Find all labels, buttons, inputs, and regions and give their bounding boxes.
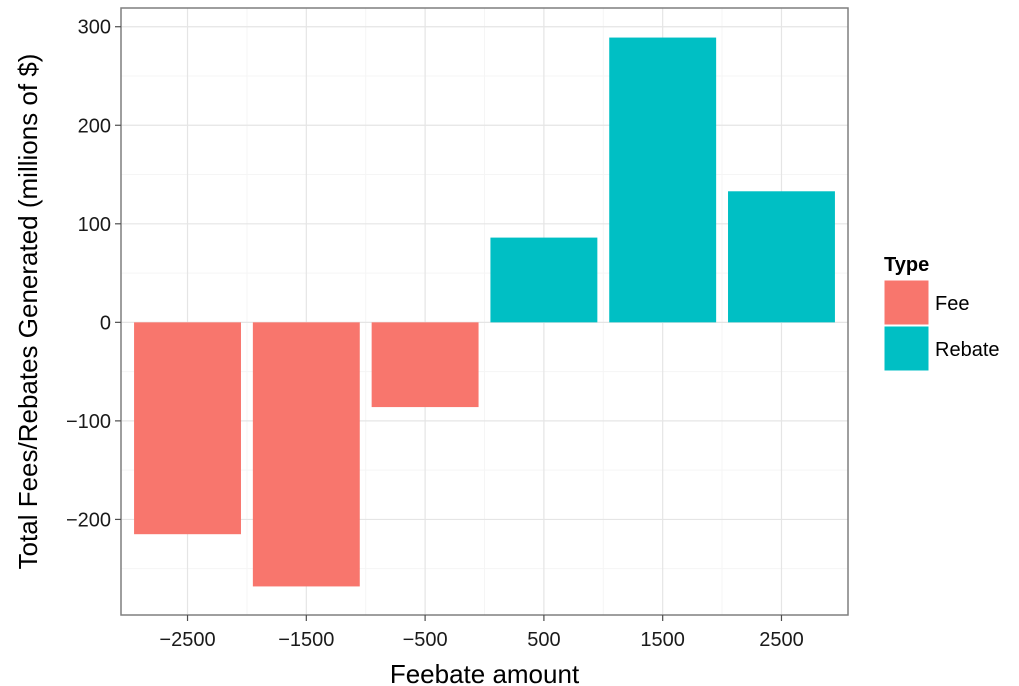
x-axis-title: Feebate amount [390, 659, 580, 686]
bar-rebate-3 [490, 237, 598, 323]
legend: Type Fee Rebate [883, 254, 1000, 372]
y-tick-label: −100 [66, 411, 111, 433]
legend-key-rebate [883, 325, 930, 372]
legend-item-rebate: Rebate [883, 325, 1000, 372]
legend-label-fee: Fee [935, 293, 969, 315]
bars [134, 37, 835, 587]
bar-fee-1 [252, 322, 360, 587]
x-tick-label: −2500 [159, 629, 215, 651]
y-tick-label: −200 [66, 509, 111, 531]
y-tick-label: 300 [78, 17, 111, 39]
x-tick-label: 500 [527, 629, 560, 651]
bar-fee-0 [134, 322, 241, 535]
y-tick-label: 100 [78, 214, 111, 236]
bar-rebate-5 [728, 191, 835, 323]
legend-label-rebate: Rebate [935, 339, 1000, 361]
plot-border [120, 7, 849, 616]
x-tick-label: 1500 [640, 629, 685, 651]
x-axis: −2500 −1500 −500 500 1500 2500 [159, 615, 804, 651]
legend-title: Type [884, 254, 929, 276]
x-tick-label: −500 [403, 629, 448, 651]
y-tick-label: 0 [100, 312, 111, 334]
y-tick-label: 200 [78, 115, 111, 137]
y-axis: −200 −100 0 100 200 300 [66, 17, 121, 531]
x-tick-label: 2500 [759, 629, 804, 651]
x-tick-label: −1500 [278, 629, 334, 651]
bar-rebate-4 [609, 37, 717, 323]
legend-item-fee: Fee [883, 279, 969, 326]
y-axis-title: Total Fees/Rebates Generated (millions o… [13, 54, 43, 570]
bar-fee-2 [371, 322, 479, 408]
legend-key-fee [883, 279, 930, 326]
